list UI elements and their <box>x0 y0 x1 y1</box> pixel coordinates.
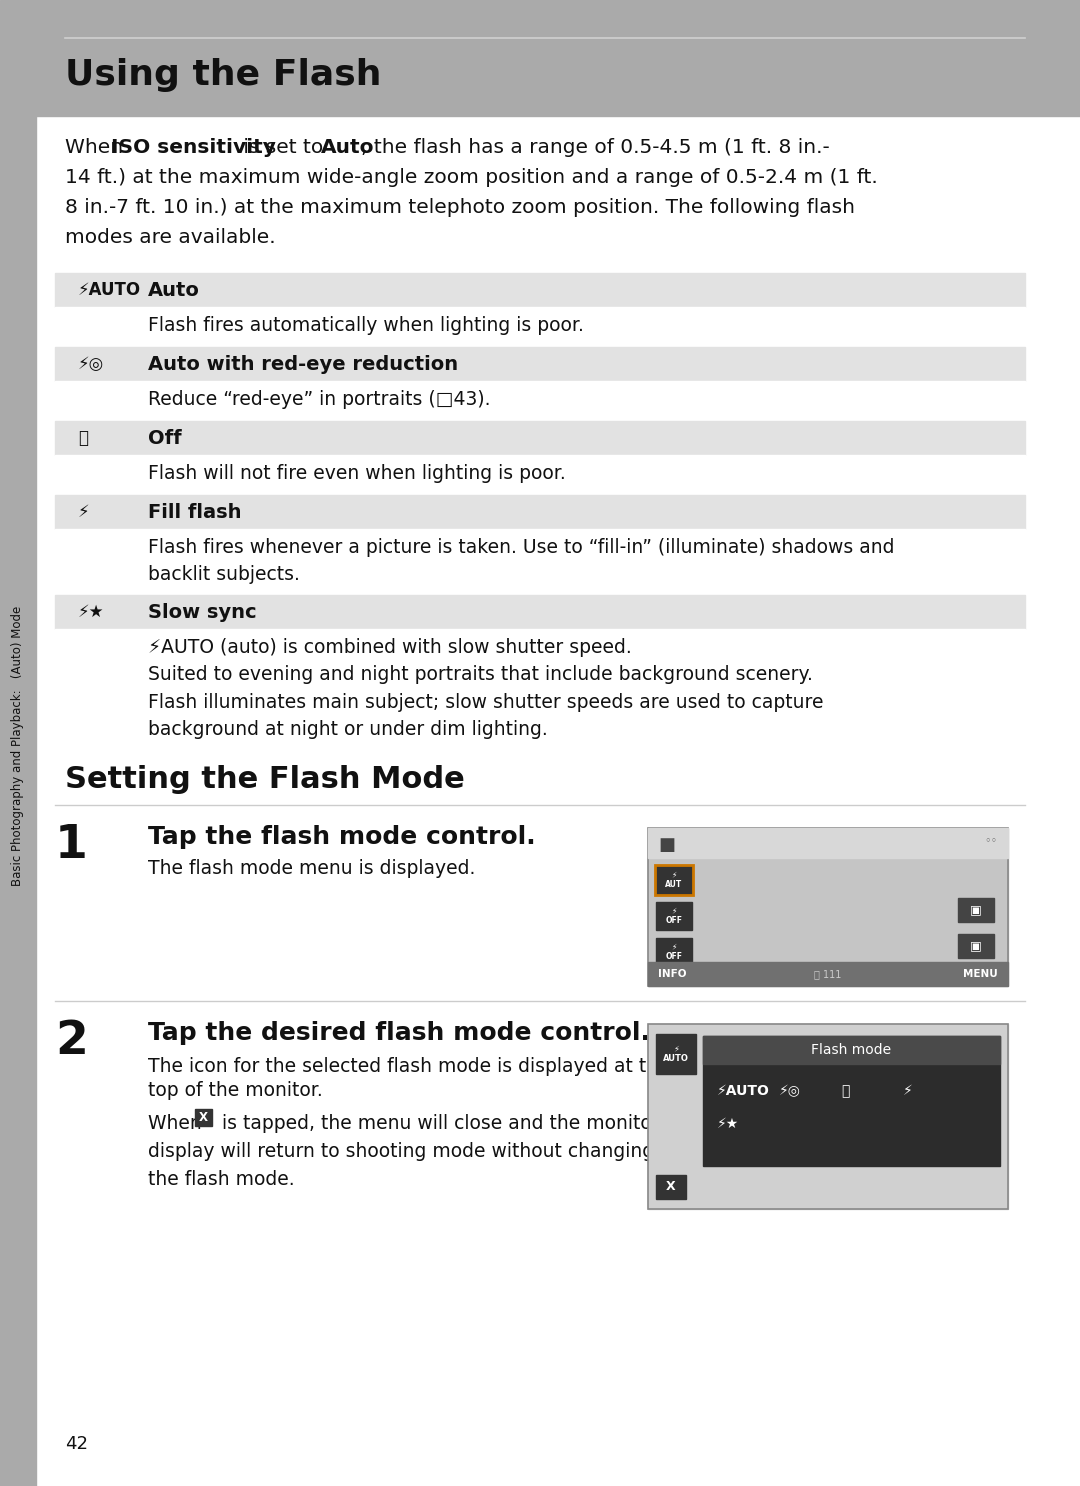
Text: Flash fires automatically when lighting is poor.: Flash fires automatically when lighting … <box>148 317 584 334</box>
Bar <box>648 1024 1008 1210</box>
Text: ⚡AUTO: ⚡AUTO <box>78 281 141 299</box>
Text: Using the Flash: Using the Flash <box>65 58 381 92</box>
Text: INFO: INFO <box>658 969 687 979</box>
Bar <box>958 935 994 958</box>
Text: X: X <box>666 1180 676 1193</box>
Text: ⚡◎: ⚡◎ <box>779 1083 801 1098</box>
Bar <box>648 828 1008 987</box>
Bar <box>703 1036 1000 1167</box>
Text: Reduce “red-eye” in portraits (□43).: Reduce “red-eye” in portraits (□43). <box>148 389 490 409</box>
Text: The flash mode menu is displayed.: The flash mode menu is displayed. <box>148 859 475 878</box>
Text: ⚡
AUT: ⚡ AUT <box>665 871 683 889</box>
Text: ISO sensitivity: ISO sensitivity <box>111 138 275 158</box>
Text: Fill flash: Fill flash <box>148 502 242 522</box>
Bar <box>656 902 692 930</box>
Text: is set to: is set to <box>237 138 329 158</box>
Text: When: When <box>65 138 130 158</box>
Text: Setting the Flash Mode: Setting the Flash Mode <box>65 765 464 794</box>
Bar <box>55 629 1025 747</box>
Text: ⚡: ⚡ <box>78 502 90 522</box>
Text: Flash mode: Flash mode <box>811 1043 891 1057</box>
Text: Slow sync: Slow sync <box>148 602 257 621</box>
Text: ⚡★: ⚡★ <box>717 1117 739 1131</box>
Text: Auto with red-eye reduction: Auto with red-eye reduction <box>148 355 458 373</box>
Text: , the flash has a range of 0.5-4.5 m (1 ft. 8 in.-: , the flash has a range of 0.5-4.5 m (1 … <box>361 138 829 158</box>
Bar <box>958 898 994 921</box>
Bar <box>654 865 693 895</box>
Text: 42: 42 <box>65 1435 87 1453</box>
Bar <box>648 828 1008 987</box>
Text: ▣: ▣ <box>970 903 982 917</box>
Text: modes are available.: modes are available. <box>65 227 275 247</box>
Bar <box>55 529 1025 594</box>
Text: ⚡: ⚡ <box>903 1083 913 1098</box>
Text: When: When <box>148 1114 207 1132</box>
Text: ⌖ 111: ⌖ 111 <box>814 969 841 979</box>
Text: Off: Off <box>148 428 181 447</box>
Bar <box>0 116 36 1486</box>
Text: MENU: MENU <box>963 969 998 979</box>
Text: ■: ■ <box>658 837 675 854</box>
Text: The icon for the selected flash mode is displayed at the: The icon for the selected flash mode is … <box>148 1057 670 1076</box>
Text: ⓢ: ⓢ <box>78 429 87 447</box>
Bar <box>656 866 692 895</box>
Text: ⚡
OFF: ⚡ OFF <box>665 906 683 926</box>
Text: X: X <box>199 1112 208 1123</box>
Text: is tapped, the menu will close and the monitor: is tapped, the menu will close and the m… <box>216 1114 660 1132</box>
Bar <box>656 1175 686 1199</box>
Text: ⚡AUTO (auto) is combined with slow shutter speed.
Suited to evening and night po: ⚡AUTO (auto) is combined with slow shutt… <box>148 637 824 739</box>
Text: display will return to shooting mode without changing: display will return to shooting mode wit… <box>148 1143 654 1161</box>
Text: Auto: Auto <box>148 281 200 300</box>
Text: ⓢ: ⓢ <box>841 1083 849 1098</box>
Text: 2: 2 <box>55 1019 87 1064</box>
Bar <box>55 495 1025 529</box>
Text: Tap the flash mode control.: Tap the flash mode control. <box>148 825 536 849</box>
Text: ⚡★: ⚡★ <box>78 603 105 621</box>
Bar <box>55 455 1025 495</box>
Bar <box>195 1109 212 1126</box>
Text: 8 in.-7 ft. 10 in.) at the maximum telephoto zoom position. The following flash: 8 in.-7 ft. 10 in.) at the maximum telep… <box>65 198 855 217</box>
Bar <box>55 348 1025 380</box>
Bar <box>648 1024 1008 1210</box>
Text: top of the monitor.: top of the monitor. <box>148 1080 323 1100</box>
Text: ⚡◎: ⚡◎ <box>78 355 104 373</box>
Text: Basic Photography and Playback:   (Auto) Mode: Basic Photography and Playback: (Auto) M… <box>12 606 25 886</box>
Bar <box>656 1034 696 1074</box>
Text: Flash fires whenever a picture is taken. Use to “fill-in” (illuminate) shadows a: Flash fires whenever a picture is taken.… <box>148 538 894 584</box>
Bar <box>648 961 1008 987</box>
Text: ⚡
OFF: ⚡ OFF <box>665 942 683 961</box>
Text: ◦◦: ◦◦ <box>985 837 998 846</box>
Bar <box>55 594 1025 629</box>
Text: 1: 1 <box>55 823 87 868</box>
Bar <box>656 938 692 966</box>
Bar <box>648 828 1008 857</box>
Bar <box>55 273 1025 308</box>
Text: ⚡AUTO: ⚡AUTO <box>717 1083 770 1098</box>
Bar <box>0 0 1080 116</box>
Bar <box>55 308 1025 348</box>
Bar <box>55 380 1025 421</box>
Text: ⚡
AUTO: ⚡ AUTO <box>663 1045 689 1064</box>
Text: the flash mode.: the flash mode. <box>148 1169 295 1189</box>
Text: Auto: Auto <box>321 138 375 158</box>
Text: ▣: ▣ <box>970 939 982 953</box>
Text: 14 ft.) at the maximum wide-angle zoom position and a range of 0.5-2.4 m (1 ft.: 14 ft.) at the maximum wide-angle zoom p… <box>65 168 878 187</box>
Text: Flash will not fire even when lighting is poor.: Flash will not fire even when lighting i… <box>148 464 566 483</box>
Text: Tap the desired flash mode control.: Tap the desired flash mode control. <box>148 1021 650 1045</box>
Bar <box>703 1036 1000 1064</box>
Bar <box>55 421 1025 455</box>
